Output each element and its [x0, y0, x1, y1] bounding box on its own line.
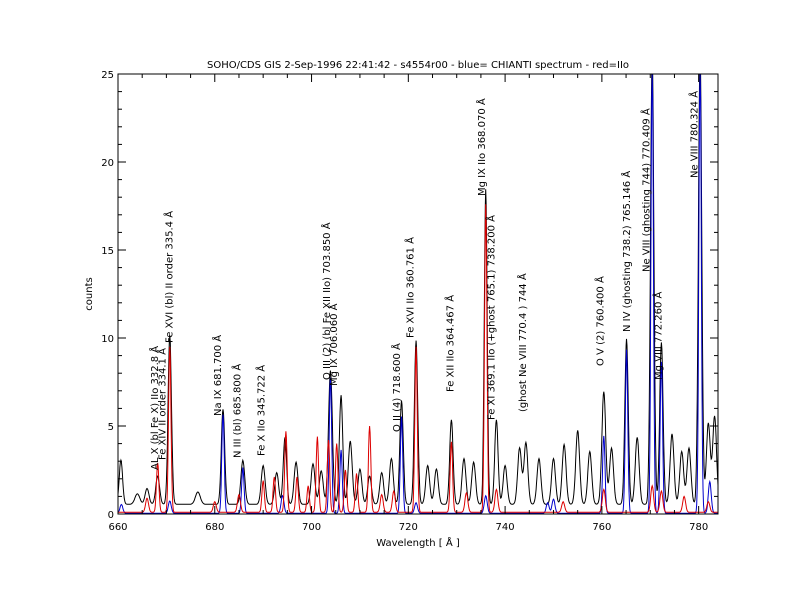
- line-annotation: Fe XI 369.1 IIo (+ghost 765.1) 738.200 Å: [485, 215, 498, 420]
- line-annotation: Fe XII IIo 364.467 Å: [443, 295, 456, 392]
- x-tick-label: 780: [689, 522, 708, 533]
- x-tick-label: 700: [302, 522, 321, 533]
- line-annotation: Fe XIV II order 334.1 Å: [155, 348, 168, 460]
- line-annotation: O III (2) (bl Fe XII IIo) 703.850 Å: [320, 222, 333, 380]
- line-annotation: Mg IX IIo 368.070 Å: [475, 98, 488, 196]
- y-axis-label: counts: [84, 277, 95, 310]
- y-tick-label: 25: [101, 70, 114, 81]
- chianti-spectrum-line: [117, 73, 718, 514]
- x-tick-label: 660: [108, 522, 127, 533]
- x-tick-label: 740: [496, 522, 515, 533]
- line-annotation: O II (4) 718.600 Å: [390, 343, 403, 432]
- line-annotation: Mg VIII 772.260 Å: [651, 291, 664, 380]
- line-annotation: AL X (bl Fe X) IIo 332.8 Å: [148, 346, 161, 470]
- observed-spectrum-line: [117, 73, 719, 505]
- line-annotation: Fe X IIo 345.722 Å: [255, 365, 268, 456]
- line-annotation: Mg IX 706.060 Å: [327, 303, 340, 386]
- chart-title: SOHO/CDS GIS 2-Sep-1996 22:41:42 - s4554…: [207, 60, 629, 71]
- x-tick-label: 760: [592, 522, 611, 533]
- y-tick-label: 15: [101, 246, 114, 257]
- x-axis-ticks: 660 680 700 720 740 760 780: [108, 74, 708, 533]
- y-tick-label: 5: [108, 422, 114, 433]
- x-axis-label: Wavelength [ Å ]: [376, 536, 460, 549]
- spectrum-curves: [117, 73, 719, 514]
- line-annotation: N III (bl) 685.800 Å: [230, 364, 243, 458]
- line-annotation: Ne VIII (ghosting 744) 770.409 Å: [639, 108, 652, 272]
- line-annotations: AL X (bl Fe X) IIo 332.8 ÅFe XIV II orde…: [148, 91, 701, 470]
- line-annotation: Fe XVI (bl) II order 335.4 Å: [163, 211, 176, 343]
- y-tick-label: 20: [101, 158, 114, 169]
- y-tick-label: 10: [101, 334, 114, 345]
- second-order-line: [118, 204, 718, 513]
- y-tick-label: 0: [108, 510, 114, 521]
- x-tick-label: 680: [205, 522, 224, 533]
- line-annotation: N IV (ghosting 738.2) 765.146 Å: [620, 171, 633, 332]
- x-tick-label: 720: [399, 522, 418, 533]
- y-axis-ticks: 0 5 10 15 20 25: [101, 70, 718, 521]
- line-annotation: O V (2) 760.400 Å: [593, 276, 606, 366]
- line-annotation: Ne VIII 780.324 Å: [688, 91, 701, 178]
- line-annotation: Fe XVI IIo 360.761 Å: [404, 237, 417, 338]
- line-annotation: Na IX 681.700 Å: [211, 335, 224, 416]
- line-annotation: (ghost Ne VIII 770.4 ) 744 Å: [516, 273, 529, 412]
- plot-frame: [117, 73, 719, 515]
